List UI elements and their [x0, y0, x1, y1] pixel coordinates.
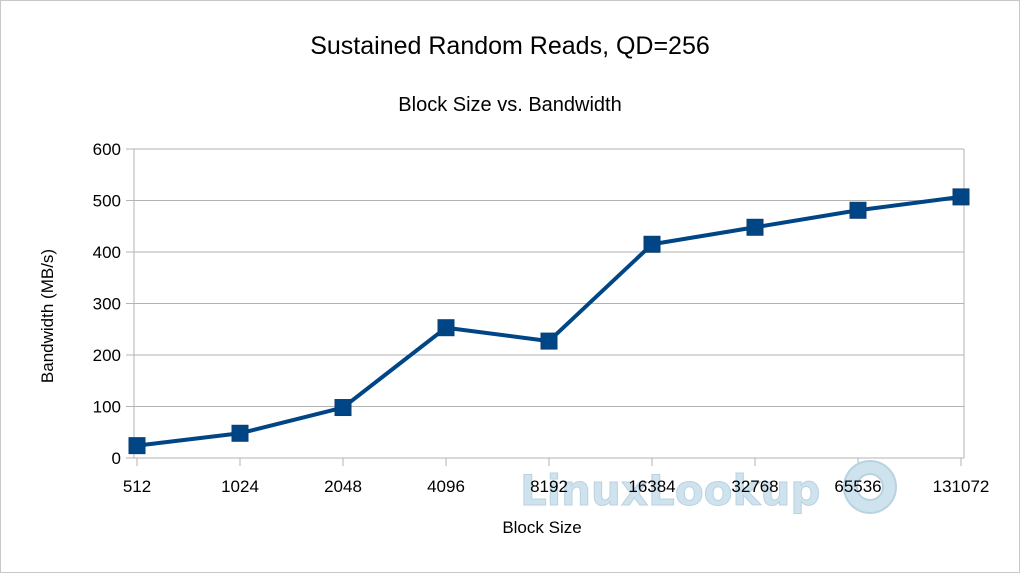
series-line: [136, 194, 962, 448]
data-point-2048: [334, 399, 352, 417]
data-point-1024: [231, 424, 249, 442]
watermark-text: LinuxLookup: [520, 466, 820, 515]
watermark-logo-inner-icon: [856, 473, 884, 501]
gridlines: [126, 148, 965, 466]
y-tick-label: 200: [93, 346, 121, 365]
y-tick-label: 300: [93, 295, 121, 314]
x-tick-label: 4096: [427, 477, 465, 496]
x-axis-title: Block Size: [502, 518, 581, 537]
data-point-4096: [437, 319, 455, 337]
x-tick-label: 8192: [530, 477, 568, 496]
x-tick-label: 32768: [731, 477, 778, 496]
x-tick-label: 65536: [834, 477, 881, 496]
y-tick-label: 500: [93, 192, 121, 211]
data-point-16384: [643, 235, 661, 253]
data-point-65536: [849, 201, 867, 219]
x-axis-tick-labels: 512 1024 2048 4096 8192 16384 32768 65536 131072: [123, 477, 990, 496]
y-tick-label: 0: [112, 449, 121, 468]
data-point-512: [128, 437, 146, 455]
y-axis-tick-labels: 0 100 200 300 400 500 600: [93, 140, 121, 468]
x-tick-label: 16384: [628, 477, 675, 496]
data-point-131072: [952, 188, 970, 206]
x-tick-label: 131072: [933, 477, 990, 496]
series-bandwidth: [128, 188, 970, 455]
x-tick-label: 1024: [221, 477, 259, 496]
y-tick-label: 100: [93, 398, 121, 417]
x-tick-label: 2048: [324, 477, 362, 496]
chart-subtitle: Block Size vs. Bandwidth: [398, 94, 621, 116]
chart-title: Sustained Random Reads, QD=256: [310, 32, 710, 60]
y-tick-label: 600: [93, 140, 121, 159]
data-point-32768: [746, 218, 764, 236]
y-tick-label: 400: [93, 243, 121, 262]
watermark: LinuxLookup: [520, 460, 897, 516]
x-tick-label: 512: [123, 477, 151, 496]
data-point-8192: [540, 332, 558, 350]
y-axis-title: Bandwidth (MB/s): [38, 249, 57, 383]
